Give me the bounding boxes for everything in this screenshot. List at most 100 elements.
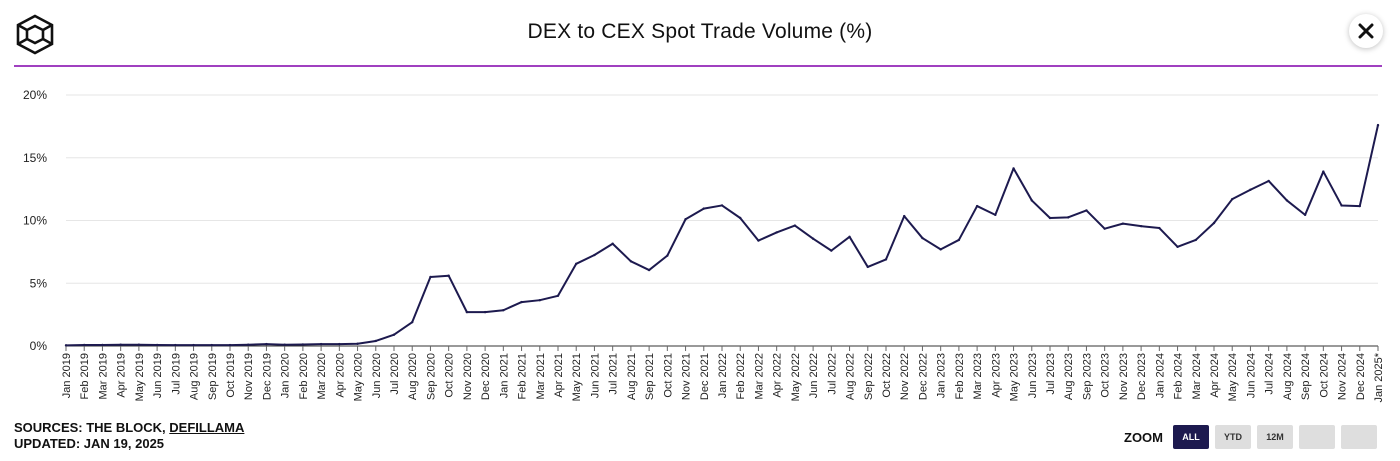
data-point [994,213,997,217]
header-divider [14,65,1382,67]
x-tick-label: Sep 2022 [863,353,875,400]
data-point [1030,199,1033,202]
x-tick-label: Oct 2021 [662,353,674,398]
y-tick-label: 20% [23,88,47,102]
data-point [830,249,833,252]
data-point [1358,204,1361,208]
x-tick-label: Jul 2019 [170,353,182,395]
y-tick-label: 10% [23,214,47,228]
data-point [338,342,341,346]
data-point [629,260,633,263]
data-point [174,343,177,347]
data-point [392,333,396,336]
y-axis-ticks: 0% 5% 10% 15% 20% [23,88,47,353]
cube-logo-icon [14,13,56,55]
x-tick-label: Dec 2020 [480,353,492,400]
data-point [1012,167,1015,170]
x-tick-label: Aug 2021 [626,353,638,400]
data-point [939,248,942,251]
data-point [757,239,760,242]
data-point [64,344,68,347]
data-point [1322,170,1325,173]
data-point [556,294,560,297]
x-tick-label: Aug 2019 [189,353,201,400]
x-tick-label: Apr 2019 [116,353,128,398]
x-tick-label: Mar 2024 [1191,353,1203,399]
data-point [228,343,232,347]
data-point [720,204,724,207]
updated-date: UPDATED: JAN 19, 2025 [14,436,165,451]
data-point [1285,199,1289,202]
data-point [447,274,450,277]
data-point [247,343,250,346]
zoom-extra-button-2[interactable] [1341,425,1377,449]
data-point [866,265,869,269]
x-tick-label: Sep 2024 [1300,353,1312,400]
data-point [1121,222,1125,225]
data-point [192,343,195,347]
x-tick-label: Nov 2019 [243,353,255,400]
chart-title: DEX to CEX Spot Trade Volume (%) [527,20,873,43]
data-point [975,204,979,208]
data-point [1067,216,1070,219]
series-group [64,123,1380,347]
data-point [1212,221,1216,225]
data-point [210,343,213,347]
x-tick-label: Apr 2021 [553,353,565,398]
data-point [702,207,705,210]
data-point [374,339,377,343]
x-tick-label: Sep 2019 [207,353,219,400]
zoom-extra-button-1[interactable] [1299,425,1335,449]
data-point [1194,238,1197,242]
data-point [811,237,815,240]
zoom-12m-button[interactable]: 12M [1257,425,1293,449]
data-point [775,231,778,234]
x-tick-label: Jul 2020 [389,353,401,395]
data-point [119,343,122,346]
x-tick-label: Aug 2022 [845,353,857,400]
x-tick-label: Dec 2024 [1355,353,1367,400]
x-tick-label: Feb 2021 [517,353,529,399]
data-point [1139,224,1143,228]
zoom-all-button[interactable]: ALL [1173,425,1209,449]
data-point [903,214,906,218]
x-tick-label: May 2019 [134,353,146,401]
close-icon [1358,23,1374,39]
x-tick-label: Mar 2019 [97,353,109,399]
x-tick-label: Sep 2023 [1081,353,1093,400]
data-point [921,236,924,240]
data-point [265,342,268,346]
data-point [611,242,614,245]
zoom-ytd-button[interactable]: YTD [1215,425,1251,449]
x-tick-label: Sep 2020 [425,353,437,400]
x-tick-label: Jun 2021 [589,353,601,398]
x-tick-label: Nov 2022 [899,353,911,400]
x-tick-label: Nov 2021 [681,353,693,400]
chart-header: DEX to CEX Spot Trade Volume (%) [0,0,1400,66]
sources-label: SOURCES: THE BLOCK, [14,420,170,435]
x-axis-ticks: Jan 2019 Feb 2019 Mar 2019 Apr 2019 May 2019… [61,346,1385,403]
data-point [1376,123,1380,127]
data-point [1267,179,1270,183]
zoom-label: ZOOM [1124,429,1163,445]
x-tick-label: Jun 2022 [808,353,820,398]
data-point [319,342,323,346]
data-point [502,309,505,312]
sources-link[interactable]: DEFILLAMA [169,420,245,435]
x-tick-label: Dec 2019 [261,353,273,400]
x-tick-label: Jan 2021 [498,353,510,398]
data-point [101,343,104,347]
close-button[interactable] [1349,14,1383,48]
data-point [1303,213,1307,217]
data-point [1085,209,1088,212]
data-point [483,310,487,314]
x-tick-label: Nov 2024 [1337,353,1349,400]
x-tick-label: Feb 2020 [298,353,310,399]
data-point [1103,227,1106,230]
data-point [1340,204,1343,207]
x-tick-label: Aug 2024 [1282,353,1294,400]
x-tick-label: May 2020 [353,353,365,401]
data-point [1231,197,1234,201]
x-tick-label: Oct 2020 [444,353,456,398]
data-point [666,254,669,257]
